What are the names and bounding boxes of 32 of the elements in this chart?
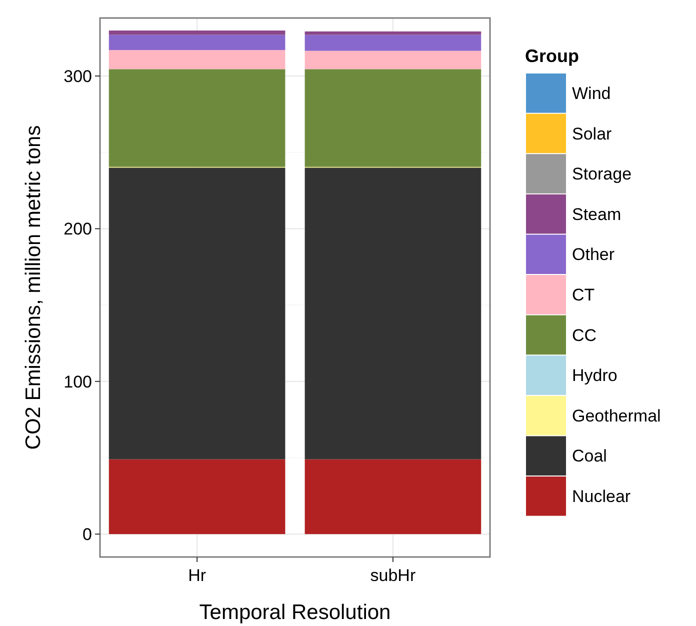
bar [108,168,286,460]
bar [304,69,482,167]
legend-label: Geothermal [572,406,661,426]
legend-label: Wind [572,84,611,103]
legend-label: Solar [572,124,612,144]
legend-title: Group [525,46,579,66]
bar [304,459,482,534]
x-axis-title: Temporal Resolution [199,601,391,624]
y-tick-label: 100 [64,372,92,392]
x-tick-label: Hr [188,566,206,585]
bar [304,34,482,51]
bar [108,34,286,50]
legend-label: Other [572,245,615,264]
legend-label: Hydro [572,366,618,386]
legend-label: Coal [572,446,607,466]
y-tick-label: 200 [64,220,92,239]
x-tick-label: subHr [370,566,416,585]
bar [108,69,286,167]
y-tick-label: 300 [64,66,92,86]
bar [108,30,286,35]
bar [108,459,286,534]
bar [304,168,482,460]
y-tick-label: 0 [82,525,92,544]
legend-label: Steam [572,204,622,224]
legend-label: Nuclear [572,486,631,506]
legend-label: Storage [572,164,632,184]
bar [304,31,482,35]
legend-label: CT [572,285,595,304]
y-axis-title: CO2 Emissions, million metric tons [22,125,45,450]
bar [304,50,482,70]
bar [108,50,286,70]
legend-label: CC [572,326,597,345]
